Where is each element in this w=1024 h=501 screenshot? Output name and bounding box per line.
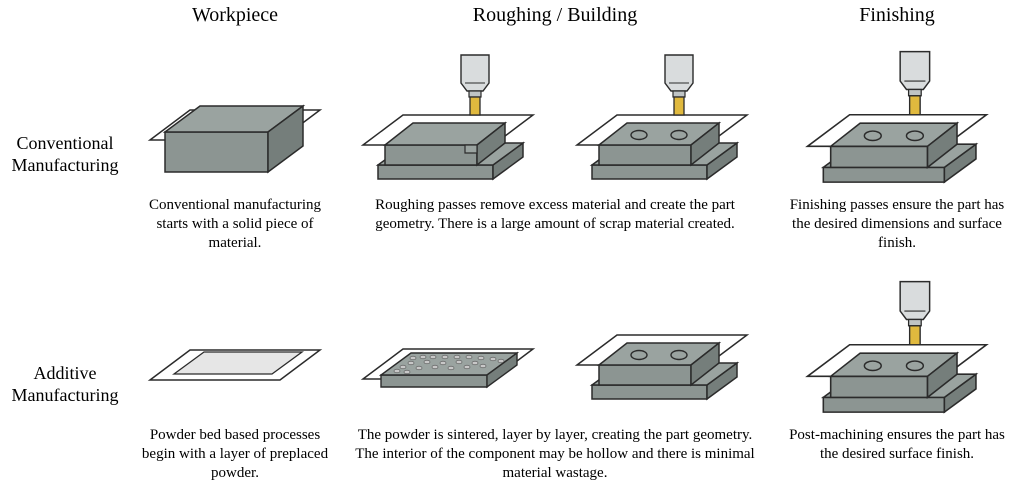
- caption-add-finishing: Post-machining ensures the part has the …: [776, 426, 1018, 464]
- caption-conv-finishing: Finishing passes ensure the part has the…: [776, 196, 1018, 252]
- header-workpiece: Workpiece: [130, 0, 340, 40]
- fig-add-rough2: [567, 290, 757, 420]
- diagram-grid: Workpiece Roughing / Building Finishing …: [0, 0, 1024, 501]
- header-finishing: Finishing: [770, 0, 1024, 40]
- cell-conv-workpiece: Conventional manufacturing starts with a…: [130, 40, 340, 270]
- fig-add-rough1: [353, 290, 543, 420]
- fig-add-workpiece: [140, 290, 330, 420]
- cell-add-roughing: The powder is sintered, layer by layer, …: [340, 270, 770, 500]
- cell-add-workpiece: Powder bed based processes begin with a …: [130, 270, 340, 500]
- caption-add-workpiece: Powder bed based processes begin with a …: [136, 426, 334, 482]
- rowlabel-additive: Additive Manufacturing: [0, 270, 130, 500]
- caption-conv-roughing: Roughing passes remove excess material a…: [346, 196, 764, 234]
- cell-add-finishing: Post-machining ensures the part has the …: [770, 270, 1024, 500]
- fig-conv-workpiece: [140, 60, 330, 190]
- caption-conv-workpiece: Conventional manufacturing starts with a…: [136, 196, 334, 252]
- fig-conv-finish: [797, 50, 997, 190]
- caption-add-roughing: The powder is sintered, layer by layer, …: [346, 426, 764, 482]
- rowlabel-conventional: Conventional Manufacturing: [0, 40, 130, 270]
- fig-conv-rough1: [353, 50, 543, 190]
- fig-add-finish: [797, 280, 997, 420]
- cell-conv-finishing: Finishing passes ensure the part has the…: [770, 40, 1024, 270]
- corner-empty: [0, 0, 130, 40]
- cell-conv-roughing: Roughing passes remove excess material a…: [340, 40, 770, 270]
- fig-conv-rough2: [567, 50, 757, 190]
- header-roughing: Roughing / Building: [340, 0, 770, 40]
